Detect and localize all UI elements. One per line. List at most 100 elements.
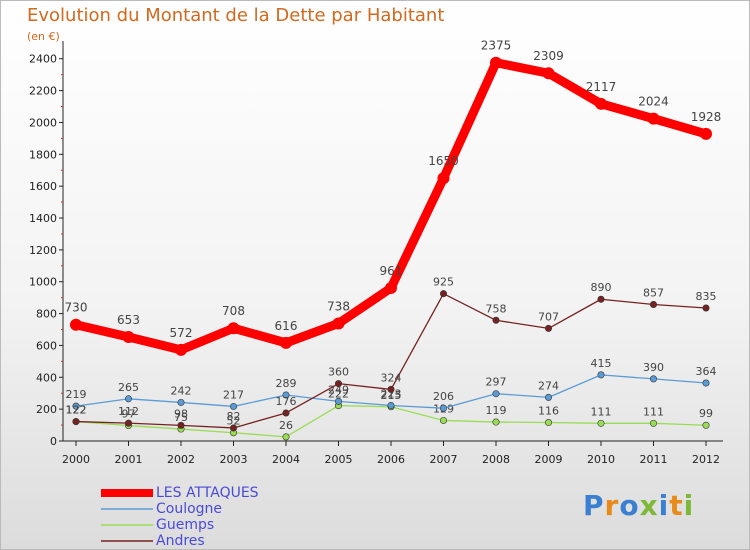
data-point [649,419,657,427]
legend-label: Guemps [156,517,215,533]
legend-label: Andres [156,533,205,549]
data-point [282,409,290,417]
data-label: 616 [275,319,298,333]
data-point [282,433,290,441]
data-point [439,404,447,412]
legend-swatch [101,540,153,542]
legend-swatch [101,489,153,497]
data-label: 707 [538,310,559,323]
data-point [544,419,552,427]
data-point [332,317,345,330]
data-point [702,421,710,429]
data-point [700,127,712,140]
data-label: 176 [276,395,297,408]
data-point [125,395,133,403]
data-label: 26 [279,419,293,432]
chart-subtitle: (en €) [27,30,60,43]
data-point [230,402,238,410]
data-point [227,322,240,335]
data-label: 2309 [533,49,564,63]
data-point [122,330,135,343]
y-tick-label: 1200 [29,244,57,257]
data-point [72,418,80,426]
data-point [175,343,187,356]
data-label: 122 [66,404,87,417]
data-point [387,401,395,409]
data-point [595,97,607,110]
data-point [125,419,133,427]
data-point [282,391,290,399]
data-point [70,318,82,331]
data-point [72,402,80,410]
y-tick-label: 0 [50,435,57,448]
data-label: 364 [696,365,717,378]
data-point [597,295,605,303]
data-label: 219 [66,388,87,401]
data-label: 360 [328,366,349,379]
x-tick-label: 2006 [377,453,405,466]
legend-item: LES ATTAQUES [101,485,301,501]
data-label: 415 [591,357,612,370]
data-point [437,172,450,185]
data-label: 1928 [691,110,722,124]
y-tick-label: 600 [36,339,57,352]
legend-label: Coulogne [156,501,223,517]
data-point [439,416,447,424]
legend: LES ATTAQUES Coulogne Guemps Andres [101,485,301,549]
data-label: 324 [381,371,402,384]
x-tick-label: 2012 [692,453,720,466]
data-label: 265 [118,381,139,394]
y-tick-label: 200 [36,403,57,416]
data-label: 653 [117,313,140,327]
data-label: 215 [381,389,402,402]
data-label: 925 [433,276,454,289]
data-point [387,385,395,393]
data-point [492,418,500,426]
legend-swatch [101,524,153,526]
y-tick-label: 2400 [29,53,57,66]
series-line [71,58,711,355]
legend-swatch [101,508,153,510]
y-tick-label: 1800 [29,148,57,161]
data-label: 297 [486,376,507,389]
data-point [702,379,710,387]
data-point [490,56,502,69]
data-point [647,112,660,125]
x-tick-label: 2009 [535,453,563,466]
data-label: 98 [174,407,188,420]
data-label: 223 [381,387,402,400]
data-label: 730 [65,301,88,315]
data-label: 738 [327,299,350,313]
data-point [492,390,500,398]
y-tick-label: 800 [36,308,57,321]
brand-letter: P [583,489,605,522]
data-label: 206 [433,390,454,403]
x-tick-label: 2004 [272,453,300,466]
data-label: 2117 [586,80,617,94]
data-label: 835 [696,290,717,303]
data-label: 961 [380,264,403,278]
brand-letter: t [669,489,684,522]
data-label: 112 [118,405,139,418]
data-point [334,397,342,405]
data-label: 890 [591,281,612,294]
data-label: 572 [170,326,193,340]
y-tick-label: 1600 [29,180,57,193]
data-point [544,324,552,332]
data-point [649,375,657,383]
data-label: 217 [223,388,244,401]
data-label: 75 [174,411,188,424]
data-point [492,316,500,324]
data-label: 289 [276,377,297,390]
data-label: 242 [171,384,192,397]
x-tick-label: 2011 [640,453,668,466]
data-point [177,421,185,429]
x-tick-label: 2003 [220,453,248,466]
x-tick-label: 2010 [587,453,615,466]
data-label: 122 [66,404,87,417]
x-tick-label: 2001 [115,453,143,466]
brand-letter: i [658,489,670,522]
legend-item: Guemps [101,517,301,533]
